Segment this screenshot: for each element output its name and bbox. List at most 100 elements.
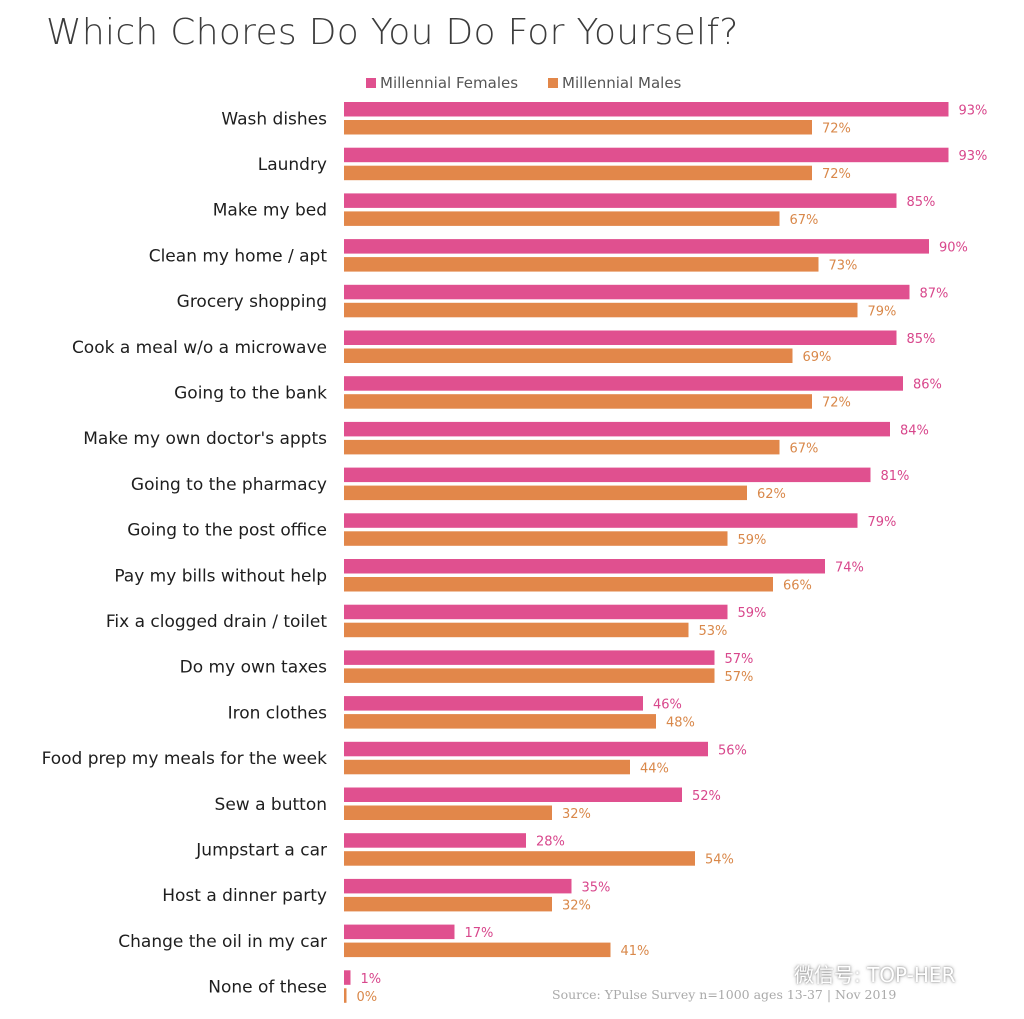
bar-males — [344, 759, 630, 775]
legend-item-males: Millennial Males — [548, 74, 681, 92]
bar-males — [344, 439, 780, 455]
bar-males — [344, 988, 347, 1003]
bar-males — [344, 348, 793, 363]
bar-females — [344, 284, 910, 300]
category-label: Change the oil in my car — [118, 932, 327, 952]
value-label-males: 53% — [699, 624, 728, 639]
bar-females — [344, 559, 825, 574]
value-label-males: 48% — [666, 716, 695, 731]
bar-females — [344, 696, 643, 711]
value-label-females: 87% — [920, 286, 949, 301]
category-label: Host a dinner party — [162, 886, 327, 906]
value-label-females: 74% — [835, 561, 864, 576]
value-label-males: 41% — [621, 944, 650, 959]
bar-males — [344, 668, 715, 683]
category-label: Do my own taxes — [180, 658, 327, 678]
category-label: Going to the pharmacy — [131, 475, 327, 495]
category-label: Pay my bills without help — [114, 566, 327, 586]
bar-females — [344, 604, 728, 620]
legend-label-males: Millennial Males — [562, 74, 682, 92]
category-label: Make my own doctor's appts — [83, 429, 327, 449]
category-label: Cook a meal w/o a microwave — [72, 338, 327, 358]
wechat-icon — [758, 961, 787, 985]
value-label-females: 56% — [718, 743, 747, 758]
value-label-females: 90% — [939, 241, 968, 256]
bar-males — [344, 622, 689, 638]
legend-label-females: Millennial Females — [380, 74, 519, 92]
bar-males — [344, 120, 812, 135]
category-label: Iron clothes — [228, 703, 328, 723]
category-label: Sew a button — [215, 795, 327, 815]
value-label-males: 32% — [562, 807, 591, 822]
category-label: Clean my home / apt — [149, 246, 328, 266]
bar-females — [344, 650, 715, 665]
value-label-males: 44% — [640, 761, 669, 776]
bar-males — [344, 896, 552, 912]
value-label-males: 73% — [829, 259, 858, 274]
bar-females — [344, 421, 890, 437]
value-label-males: 57% — [725, 670, 754, 685]
value-label-females: 79% — [868, 515, 897, 530]
watermark-text: 微信号: TOP-HER — [794, 963, 956, 987]
value-label-males: 62% — [757, 487, 786, 502]
value-label-males: 59% — [738, 533, 767, 548]
value-label-females: 85% — [907, 195, 936, 210]
bar-males — [344, 851, 695, 866]
bar-females — [344, 467, 871, 483]
bar-males — [344, 942, 611, 958]
bar-females — [344, 330, 897, 345]
legend-swatch-males — [548, 78, 559, 88]
value-label-females: 1% — [361, 972, 382, 987]
value-label-males: 67% — [790, 441, 819, 456]
bar-males — [344, 211, 780, 226]
value-label-females: 85% — [907, 332, 936, 347]
bar-males — [344, 165, 812, 181]
bar-females — [344, 924, 455, 940]
value-label-females: 46% — [653, 698, 682, 713]
bar-males — [344, 577, 773, 592]
value-label-females: 84% — [900, 423, 929, 438]
bar-females — [344, 147, 949, 163]
value-label-males: 72% — [822, 122, 851, 137]
value-label-females: 93% — [959, 149, 988, 164]
bar-males — [344, 485, 747, 501]
value-label-females: 28% — [536, 835, 565, 850]
category-label: Food prep my meals for the week — [42, 749, 328, 769]
value-label-males: 72% — [822, 396, 851, 411]
bar-males — [344, 805, 552, 820]
value-label-females: 35% — [582, 880, 611, 895]
value-label-females: 86% — [913, 378, 942, 393]
value-label-females: 17% — [465, 926, 494, 941]
value-label-females: 59% — [738, 606, 767, 621]
bar-females — [344, 970, 351, 985]
bar-males — [344, 302, 858, 318]
legend: Millennial Females Millennial Males — [366, 74, 711, 92]
category-label: Fix a clogged drain / toilet — [106, 612, 327, 632]
category-label: Going to the bank — [174, 383, 327, 403]
category-label: Wash dishes — [221, 109, 327, 129]
source-note: Source: YPulse Survey n=1000 ages 13-37 … — [552, 987, 897, 1002]
bar-males — [344, 531, 728, 546]
bar-females — [344, 787, 682, 802]
bar-females — [344, 513, 858, 528]
category-label: Make my bed — [213, 201, 327, 221]
value-label-females: 52% — [692, 789, 721, 804]
bar-males — [344, 714, 656, 729]
bar-females — [344, 376, 903, 391]
bar-males — [344, 394, 812, 409]
category-label: None of these — [208, 978, 327, 998]
value-label-males: 79% — [868, 304, 897, 319]
category-label: Laundry — [258, 155, 327, 175]
value-label-females: 93% — [959, 104, 988, 119]
value-label-females: 57% — [725, 652, 754, 667]
category-label: Grocery shopping — [177, 292, 327, 312]
value-label-males: 69% — [803, 350, 832, 365]
value-label-males: 72% — [822, 167, 851, 182]
value-label-males: 32% — [562, 898, 591, 913]
bar-females — [344, 193, 897, 208]
value-label-females: 81% — [881, 469, 910, 484]
bar-females — [344, 741, 708, 757]
value-label-males: 66% — [783, 579, 812, 594]
bar-males — [344, 257, 819, 272]
